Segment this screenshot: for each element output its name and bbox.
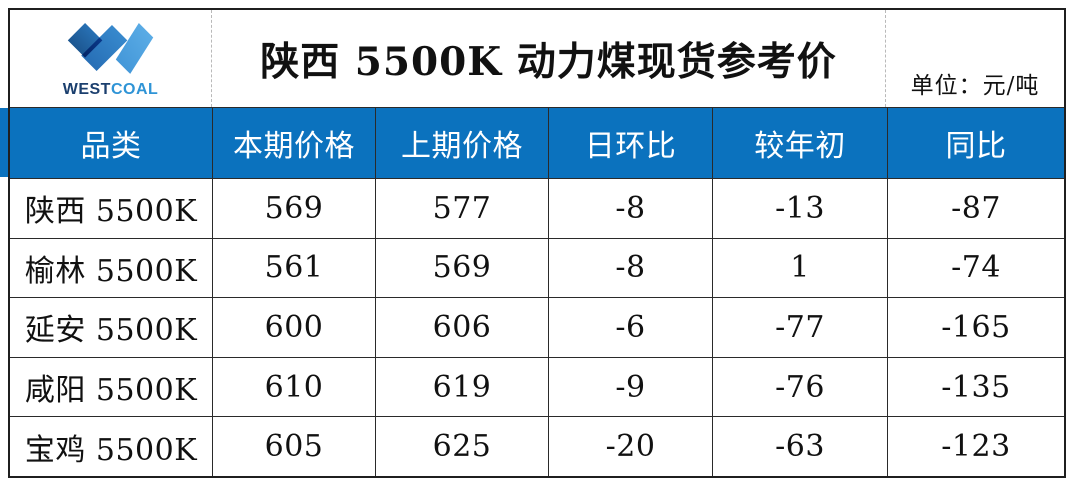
masthead: WESTCOAL 陕西 5500K 动力煤现货参考价 单位：元/吨	[10, 10, 1064, 107]
cell-previous-price: 577	[375, 179, 548, 238]
price-table: 品类 本期价格 上期价格 日环比 较年初 同比 陕西 5500K 569 577…	[10, 107, 1064, 476]
title-cell: 陕西 5500K 动力煤现货参考价	[212, 10, 886, 107]
cell-yoy: -135	[887, 357, 1064, 417]
cell-vs-year-start: -76	[712, 357, 887, 417]
column-header-current-price: 本期价格	[212, 108, 375, 178]
cell-vs-year-start: 1	[712, 238, 887, 298]
cell-vs-year-start: -77	[712, 298, 887, 357]
table-row: 榆林 5500K 561 569 -8 1 -74	[10, 237, 1064, 298]
column-header-previous-price: 上期价格	[375, 108, 548, 178]
cell-yoy: -74	[887, 238, 1064, 298]
cell-daily-change: -9	[548, 357, 712, 417]
cell-previous-price: 625	[375, 417, 548, 476]
column-header-category: 品类	[80, 129, 142, 164]
cell-current-price: 569	[212, 179, 375, 238]
column-header-daily-change: 日环比	[548, 108, 712, 178]
column-header-vs-year-start: 较年初	[712, 108, 887, 178]
cell-current-price: 605	[212, 417, 375, 476]
cell-vs-year-start: -63	[712, 417, 887, 476]
cell-category: 榆林 5500K	[24, 253, 198, 289]
page-title: 陕西 5500K 动力煤现货参考价	[260, 38, 837, 85]
cell-category: 延安 5500K	[24, 313, 198, 349]
cell-category: 陕西 5500K	[24, 194, 198, 230]
cell-category: 咸阳 5500K	[24, 373, 198, 409]
logo-cell: WESTCOAL	[10, 10, 212, 107]
price-table-sheet: WESTCOAL 陕西 5500K 动力煤现货参考价 单位：元/吨 品类 本期价…	[8, 8, 1066, 478]
cell-daily-change: -8	[548, 179, 712, 238]
column-header-yoy: 同比	[887, 108, 1064, 178]
logo-word-coal: COAL	[110, 81, 159, 98]
cell-category: 宝鸡 5500K	[24, 432, 198, 468]
cell-yoy: -87	[887, 179, 1064, 238]
logo-word-west: WEST	[62, 81, 111, 98]
cell-vs-year-start: -13	[712, 179, 887, 238]
table-header-row: 品类 本期价格 上期价格 日环比 较年初 同比	[10, 107, 1064, 178]
cell-current-price: 561	[212, 238, 375, 298]
table-row: 宝鸡 5500K 605 625 -20 -63 -123	[10, 416, 1064, 476]
westcoal-w-diamonds-icon	[63, 19, 159, 81]
unit-label: 单位：元/吨	[910, 73, 1040, 99]
cell-current-price: 610	[212, 357, 375, 417]
table-row: 咸阳 5500K 610 619 -9 -76 -135	[10, 356, 1064, 417]
logo-wordmark: WESTCOAL	[63, 82, 159, 98]
cell-daily-change: -6	[548, 298, 712, 357]
table-row: 陕西 5500K 569 577 -8 -13 -87	[10, 178, 1064, 238]
cell-yoy: -123	[887, 417, 1064, 476]
table-row: 延安 5500K 600 606 -6 -77 -165	[10, 297, 1064, 357]
unit-cell: 单位：元/吨	[886, 10, 1064, 107]
cell-previous-price: 619	[375, 357, 548, 417]
cell-current-price: 600	[212, 298, 375, 357]
cell-daily-change: -8	[548, 238, 712, 298]
cell-yoy: -165	[887, 298, 1064, 357]
cell-daily-change: -20	[548, 417, 712, 476]
cell-previous-price: 569	[375, 238, 548, 298]
cell-previous-price: 606	[375, 298, 548, 357]
